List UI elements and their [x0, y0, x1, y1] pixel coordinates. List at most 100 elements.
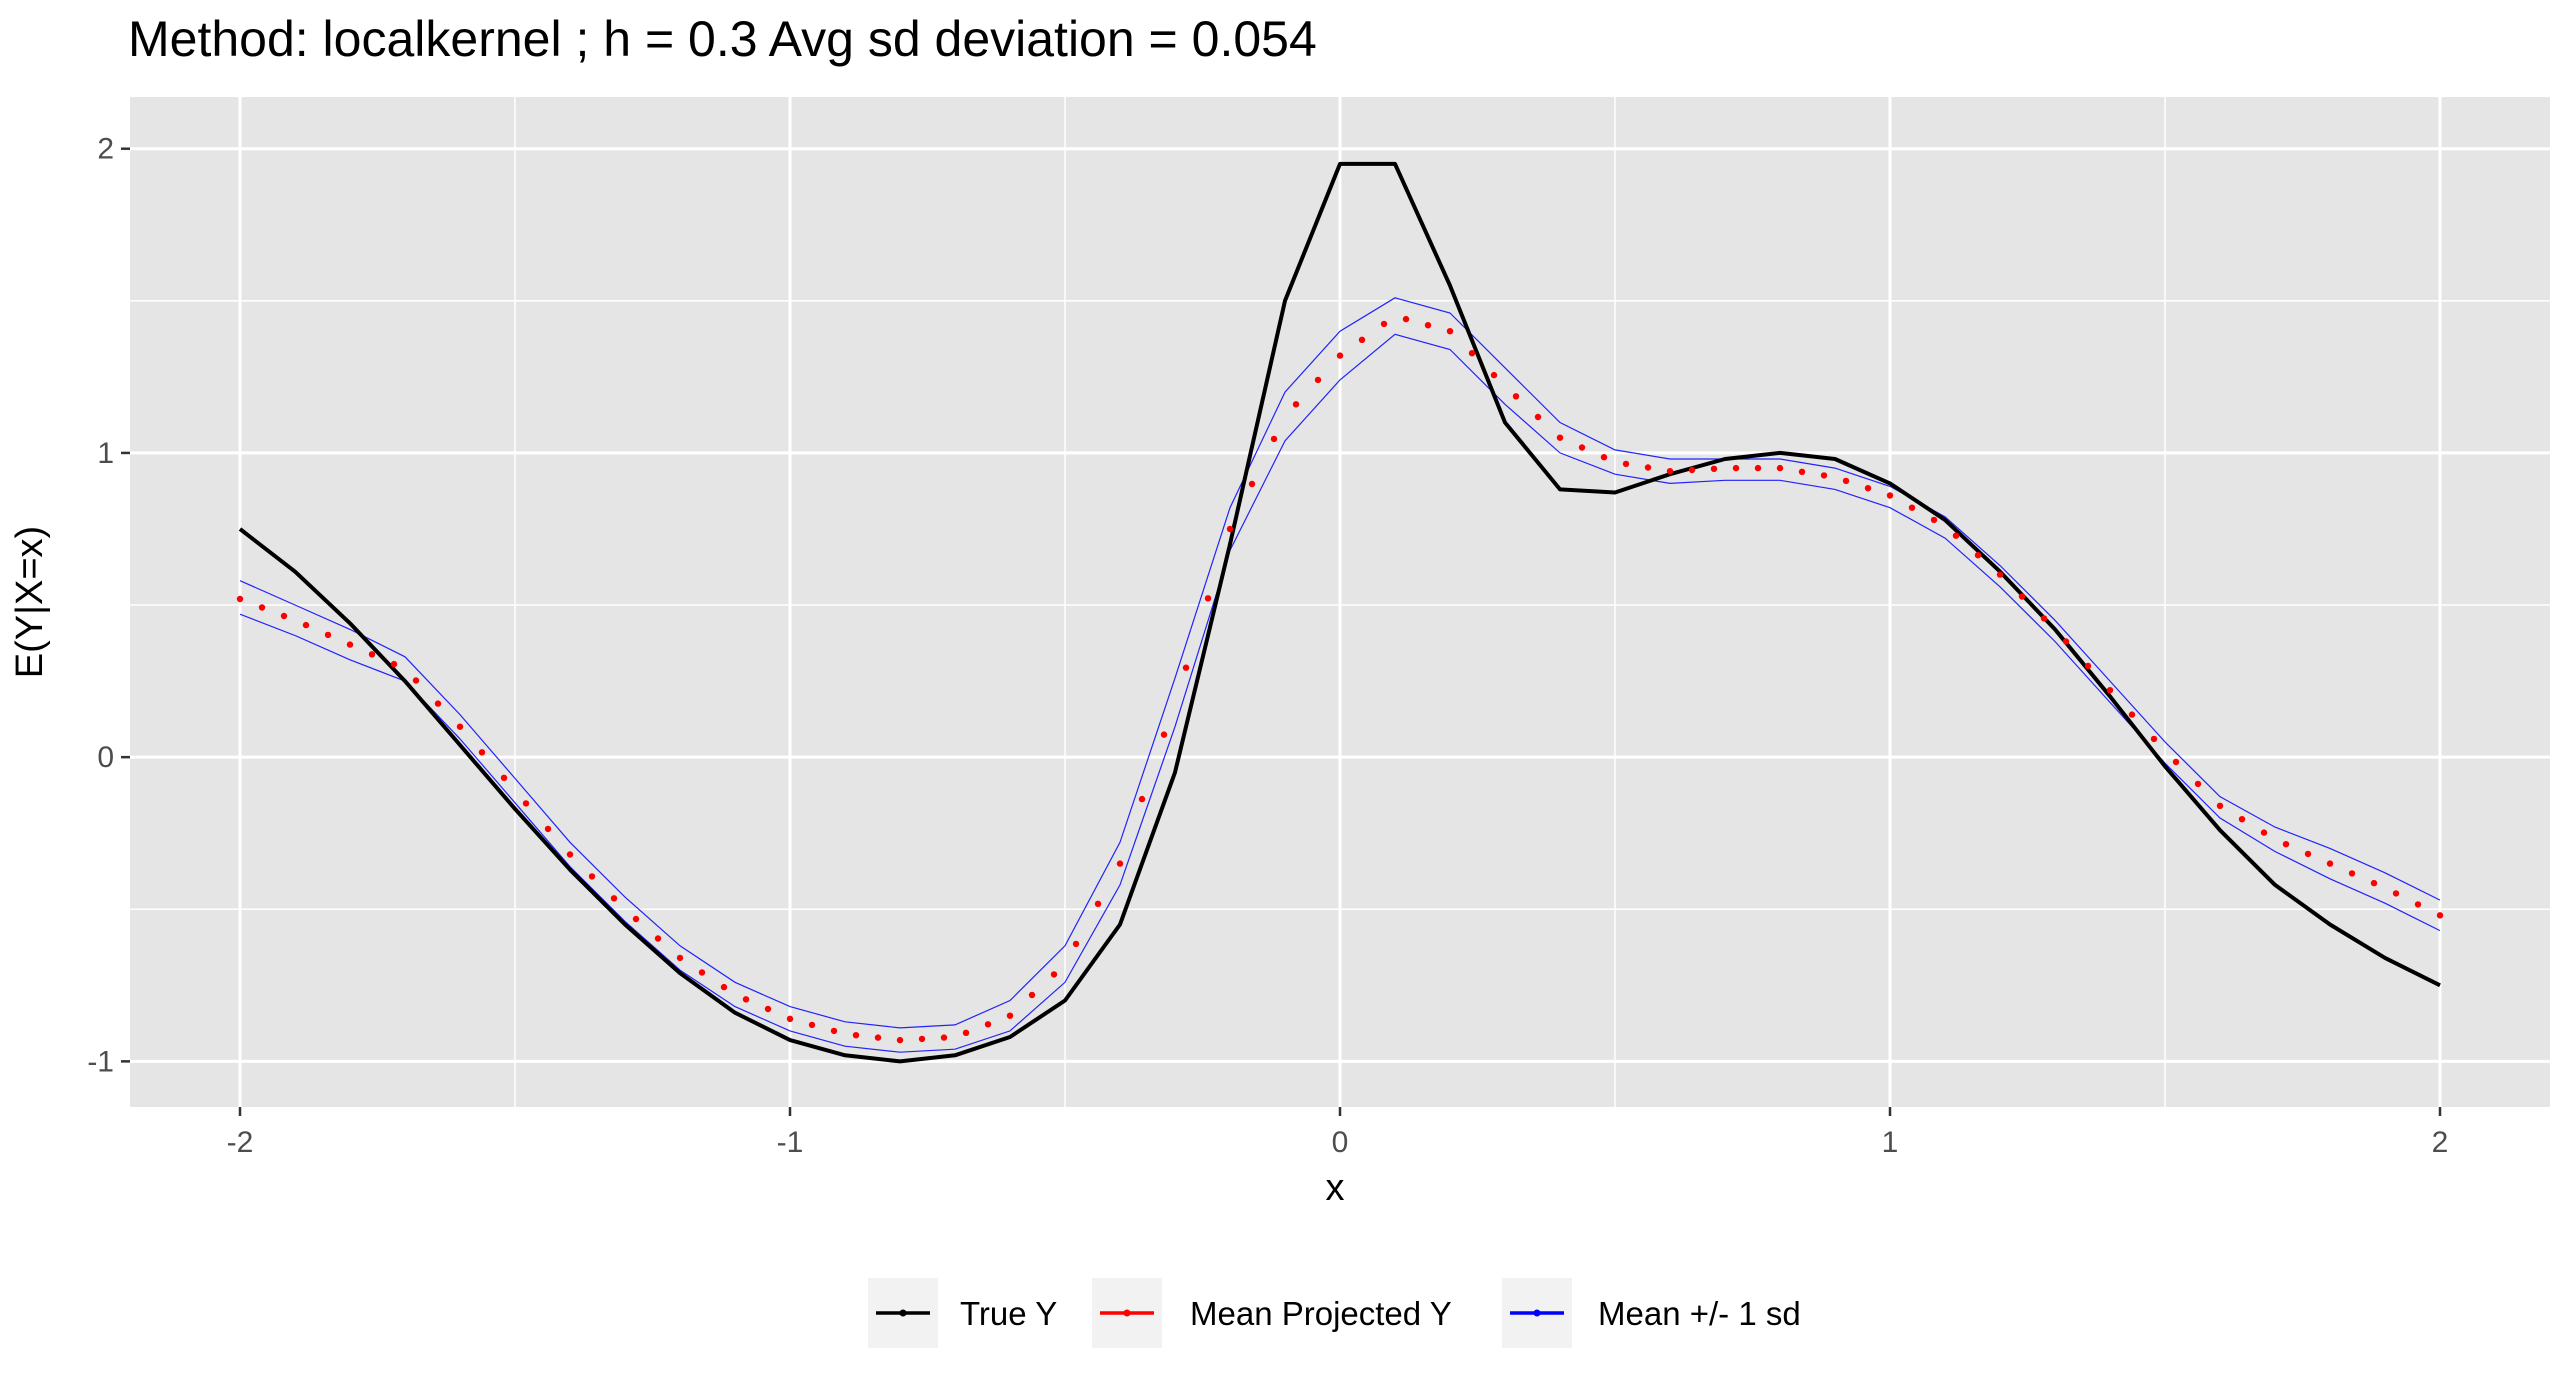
mean-projected-point — [1974, 552, 1982, 559]
sd-upper-line — [239, 297, 2441, 1029]
mean-projected-point — [1556, 434, 1564, 441]
y-axis-label: E(Y|X=x) — [9, 526, 51, 678]
mean-projected-point — [258, 604, 266, 611]
mean-projected-point — [1622, 460, 1630, 468]
mean-projected-point — [1732, 464, 1740, 472]
mean-projected-point — [1380, 320, 1388, 328]
mean-projected-point — [368, 651, 376, 658]
mean-projected-point — [1534, 413, 1542, 421]
mean-projected-point — [2238, 816, 2246, 823]
sd-lower-line — [239, 333, 2441, 1053]
mean-projected-point — [434, 700, 442, 707]
mean-projected-point — [1842, 477, 1850, 485]
x-tick-label: -2 — [227, 1126, 254, 1159]
true-y-line — [238, 161, 2441, 1064]
y-tick-label: -1 — [87, 1045, 114, 1078]
mean-projected-point — [1248, 480, 1256, 488]
mean-projected-point — [1666, 468, 1674, 475]
mean-projected-point — [1094, 900, 1102, 907]
series-layer — [236, 161, 2444, 1064]
mean-projected-point — [896, 1036, 904, 1044]
legend-item: True Y — [868, 1278, 1057, 1348]
mean-projected-point — [1688, 466, 1696, 474]
mean-projected-point — [808, 1021, 816, 1029]
mean-projected-point — [500, 774, 508, 781]
mean-projected-point — [2436, 912, 2444, 919]
mean-projected-point — [1644, 464, 1652, 471]
mean-projected-point — [1204, 595, 1212, 602]
mean-projected-point — [1006, 1012, 1014, 1019]
mean-projected-point — [390, 660, 398, 668]
legend-label: True Y — [960, 1295, 1057, 1332]
mean-projected-point — [940, 1034, 948, 1041]
legend-item: Mean Projected Y — [1092, 1278, 1452, 1348]
mean-projected-point — [1952, 532, 1960, 539]
mean-projected-point — [1160, 731, 1168, 738]
mean-projected-point — [302, 621, 310, 629]
mean-projected-point — [698, 969, 706, 976]
mean-projected-point — [1710, 465, 1718, 472]
mean-projected-point — [522, 800, 530, 807]
mean-projected-point — [1116, 860, 1124, 867]
legend-label: Mean +/- 1 sd — [1598, 1295, 1801, 1332]
mean-projected-point — [1270, 435, 1278, 443]
y-tick-label: 0 — [97, 741, 114, 774]
mean-projected-point — [2194, 780, 2202, 788]
mean-projected-point — [830, 1027, 838, 1035]
mean-projected-point — [654, 935, 662, 942]
mean-projected-point — [852, 1032, 860, 1039]
mean-projected-point — [1336, 352, 1344, 359]
mean-projected-point — [1072, 940, 1080, 948]
mean-projected-point — [2326, 860, 2334, 867]
x-axis-label: x — [1326, 1167, 1345, 1209]
mean-projected-point — [2348, 870, 2356, 877]
mean-projected-point — [742, 996, 750, 1003]
mean-projected-point — [412, 677, 420, 684]
mean-projected-point — [1798, 468, 1806, 475]
mean-projected-point — [588, 873, 596, 880]
mean-projected-point — [1028, 991, 1036, 999]
mean-projected-point — [1402, 315, 1410, 323]
mean-projected-point — [1996, 571, 2004, 578]
mean-projected-point — [2018, 593, 2026, 600]
legend-key-point — [899, 1309, 907, 1317]
y-tick-label: 2 — [97, 133, 114, 166]
legend-key-point — [1533, 1309, 1541, 1317]
y-tick-label: 1 — [97, 437, 114, 470]
legend-key-point — [1123, 1309, 1131, 1317]
mean-projected-point — [984, 1021, 992, 1028]
mean-projected-point — [962, 1029, 970, 1037]
mean-projected-point — [2106, 687, 2114, 694]
mean-projected-point — [1600, 454, 1608, 461]
mean-projected-point — [2414, 901, 2422, 908]
mean-projected-point — [1578, 444, 1586, 451]
legend-label: Mean Projected Y — [1190, 1295, 1452, 1332]
y-axis-ticks: -1 0 1 2 — [87, 133, 130, 1078]
mean-projected-point — [786, 1015, 794, 1022]
mean-projected-point — [2128, 711, 2136, 718]
mean-projected-point — [2040, 615, 2048, 622]
mean-projected-point — [2150, 735, 2158, 743]
mean-projected-point — [1314, 376, 1322, 384]
mean-projected-point — [2304, 850, 2312, 858]
mean-projected-point — [346, 641, 354, 648]
legend: True Y Mean Projected Y Mean +/- 1 sd — [868, 1278, 1801, 1348]
chart-title: Method: localkernel ; h = 0.3 Avg sd dev… — [128, 11, 1317, 67]
mean-projected-point — [1864, 485, 1872, 492]
mean-projected-point — [236, 595, 244, 603]
mean-projected-point — [2282, 841, 2290, 848]
legend-item: Mean +/- 1 sd — [1502, 1278, 1801, 1348]
mean-projected-point — [1776, 464, 1784, 472]
mean-projected-point — [2084, 662, 2092, 670]
mean-projected-point — [1446, 328, 1454, 335]
mean-projected-point — [1292, 401, 1300, 408]
mean-projected-point — [764, 1005, 772, 1013]
mean-projected-point — [1226, 525, 1234, 533]
mean-projected-point — [1820, 472, 1828, 479]
mean-projected-point — [1358, 336, 1366, 343]
mean-projected-point — [1468, 350, 1476, 357]
mean-projected-point — [918, 1035, 926, 1043]
mean-projected-point — [1490, 371, 1498, 379]
x-axis-ticks: -2 -1 0 1 2 — [227, 1107, 2448, 1159]
